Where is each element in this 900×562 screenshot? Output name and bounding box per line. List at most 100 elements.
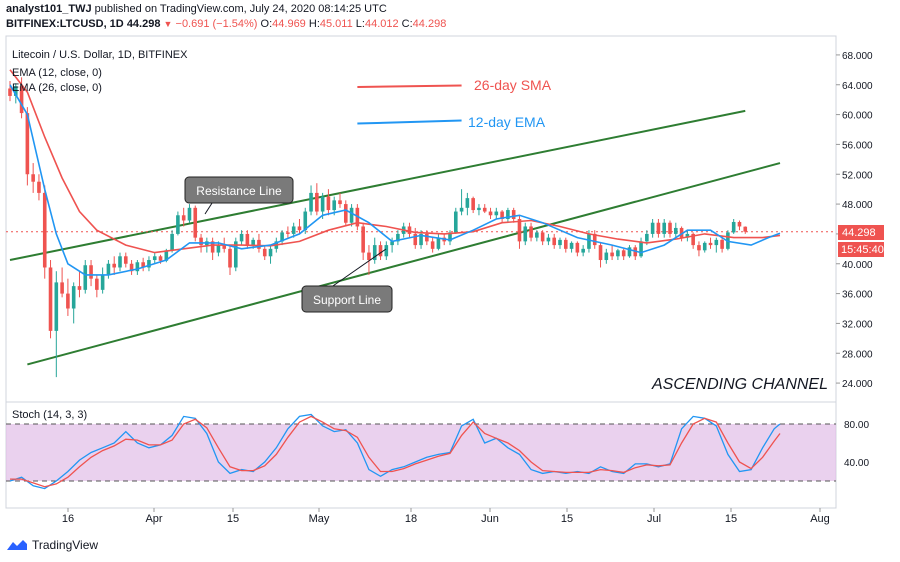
time-tick-label: Jul xyxy=(647,513,661,525)
candle-body xyxy=(129,263,134,272)
candle-body xyxy=(158,256,163,261)
candle-body xyxy=(181,215,186,221)
candle-body xyxy=(268,248,273,257)
candle-body xyxy=(627,247,632,257)
symbol-label: BITFINEX:LTCUSD, 1D xyxy=(6,18,124,30)
price-tick-label: 48.000 xyxy=(842,200,873,211)
candle-body xyxy=(367,252,371,261)
candle-body xyxy=(546,237,551,242)
price-tick-label: 64.000 xyxy=(842,81,873,92)
candle-body xyxy=(384,245,389,257)
low-value: 44.012 xyxy=(364,18,399,30)
candle-body xyxy=(152,256,157,261)
candle-body xyxy=(216,245,221,253)
stoch-band-fill xyxy=(6,424,836,481)
price-tick-label: 24.000 xyxy=(842,379,873,390)
candle-body xyxy=(164,250,169,261)
price-axis-ticks: 68.00064.00060.00056.00052.00048.00044.0… xyxy=(836,51,873,390)
stoch-tick-label: 80.00 xyxy=(844,420,869,431)
candle-body xyxy=(71,286,76,309)
candle-body xyxy=(448,232,452,242)
candle-body xyxy=(610,252,614,257)
candle-body xyxy=(488,211,493,216)
candle-body xyxy=(563,239,568,249)
candle-body xyxy=(673,227,678,234)
high-value: 45.011 xyxy=(319,18,353,30)
candle-body xyxy=(465,198,470,208)
price-tick-label: 60.000 xyxy=(842,111,873,122)
candle-body xyxy=(604,252,609,261)
candle-body xyxy=(459,207,464,212)
ema26-legend: EMA (26, close, 0) xyxy=(12,82,102,94)
candle-body xyxy=(517,219,522,242)
candle-body xyxy=(702,242,707,251)
candle-body xyxy=(529,226,533,238)
time-tick-label: Aug xyxy=(810,513,830,525)
stoch-axis-ticks: 80.00 40.00 xyxy=(844,420,869,469)
candle-body xyxy=(419,233,423,246)
candle-body xyxy=(112,263,117,268)
candle-body xyxy=(720,239,724,249)
candle-body xyxy=(639,241,643,257)
publish-text: published on TradingView.com, July 24, 2… xyxy=(94,3,387,15)
candle-body xyxy=(320,196,325,212)
candle-body xyxy=(500,211,504,219)
candle-body xyxy=(552,237,557,246)
resistance-line xyxy=(9,109,746,262)
candle-body xyxy=(239,233,244,242)
candle-body xyxy=(37,181,41,193)
resistance-callout-box[interactable] xyxy=(184,176,294,204)
candle-body xyxy=(679,227,684,238)
countdown-tag-text: 15:45:40 xyxy=(841,244,884,256)
time-tick-label: May xyxy=(309,513,330,525)
candle-body xyxy=(89,265,93,279)
candle-body xyxy=(471,198,475,211)
candle-body xyxy=(193,207,198,238)
candle-body xyxy=(378,245,383,257)
time-tick-label: 18 xyxy=(405,513,417,525)
ema12-line xyxy=(9,84,781,276)
candle-body xyxy=(60,282,64,294)
tradingview-footer[interactable]: TradingView xyxy=(6,538,98,552)
candle-body xyxy=(390,241,394,246)
ema-annotation-line xyxy=(357,119,462,125)
price-tick-label: 32.000 xyxy=(842,319,873,330)
candle-body xyxy=(25,113,30,175)
candle-body xyxy=(19,86,24,114)
candle-body xyxy=(326,196,331,211)
support-callout-box[interactable] xyxy=(301,285,393,313)
candle-body xyxy=(650,222,655,234)
candle-body xyxy=(210,241,215,253)
candle-body xyxy=(407,226,412,234)
candle-body xyxy=(662,222,667,234)
candle-body xyxy=(372,245,377,261)
time-tick-label: 16 xyxy=(62,513,74,525)
candle-body xyxy=(332,200,337,211)
time-tick-label: 15 xyxy=(227,513,239,525)
author-name[interactable]: analyst101_TWJ xyxy=(6,3,92,15)
sma-annotation-line xyxy=(357,84,462,88)
candle-body xyxy=(106,263,111,275)
high-label: H: xyxy=(308,18,320,30)
candle-body xyxy=(413,233,418,246)
candle-body xyxy=(598,245,603,261)
stoch-band xyxy=(6,423,836,482)
candle-body xyxy=(477,207,481,211)
candle-body xyxy=(708,242,713,246)
candle-body xyxy=(13,86,18,96)
sma-annotation-text: 26-day SMA xyxy=(474,77,552,93)
candle-body xyxy=(731,221,736,233)
price-tick-label: 52.000 xyxy=(842,170,873,181)
price-change: −0.691 (−1.54%) xyxy=(175,18,258,30)
candle-body xyxy=(535,232,539,238)
candle-body xyxy=(714,239,719,246)
ema-lines xyxy=(9,69,781,276)
candle-body xyxy=(668,222,672,234)
candle-body xyxy=(118,256,122,268)
candle-body xyxy=(430,241,435,249)
chart-title: Litecoin / U.S. Dollar, 1D, BITFINEX xyxy=(12,49,188,61)
price-tags: 44.298 15:45:40 xyxy=(838,225,884,257)
price-tick-label: 36.000 xyxy=(842,290,873,301)
price-tick-label: 68.000 xyxy=(842,51,873,62)
